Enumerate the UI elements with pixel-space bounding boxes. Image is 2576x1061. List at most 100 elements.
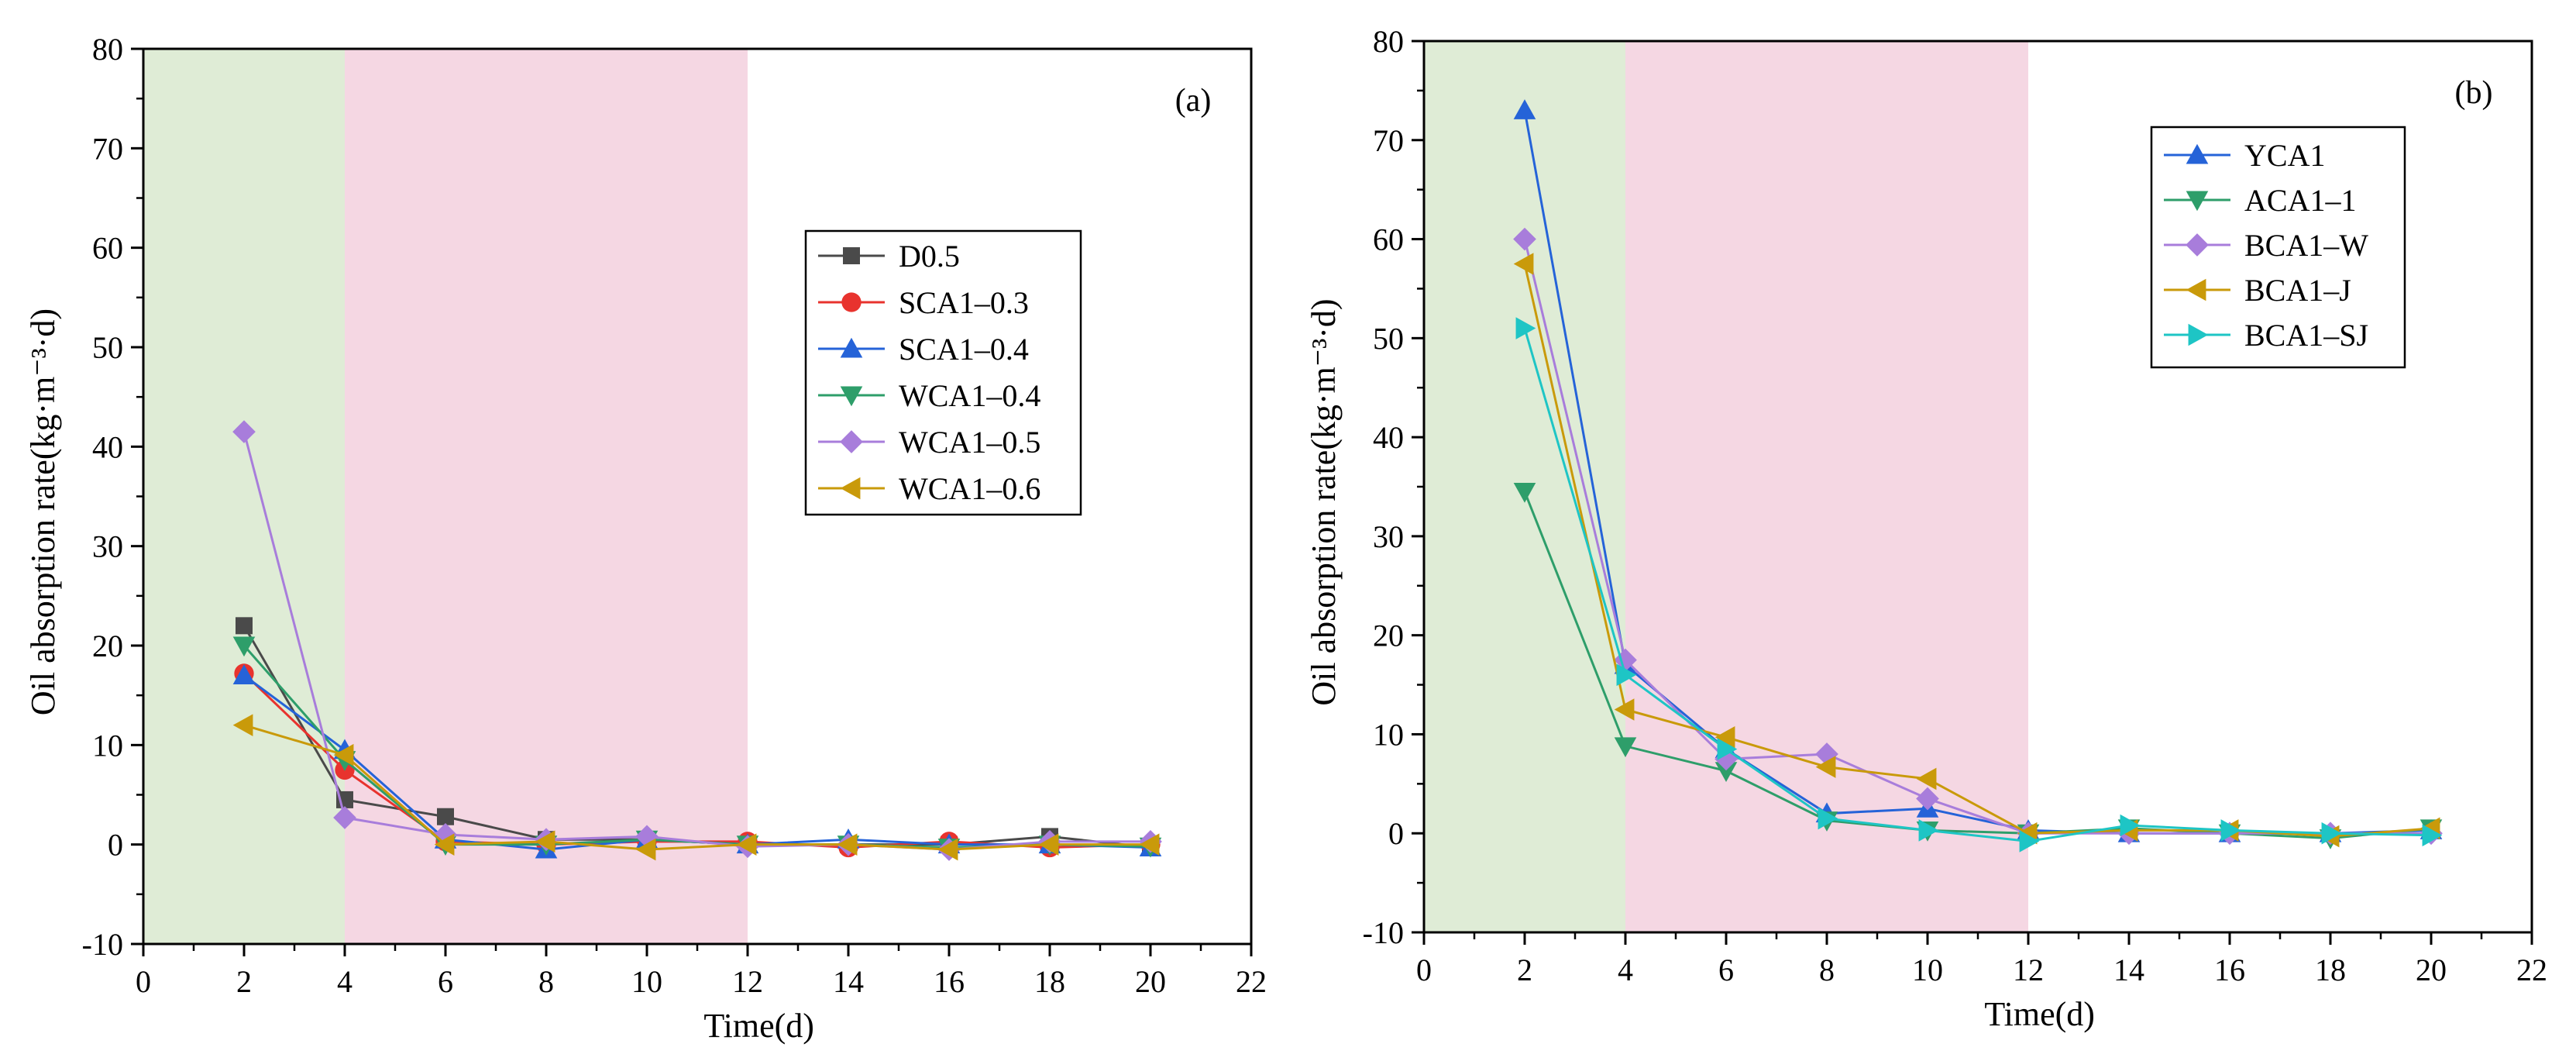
x-axis-title: Time(d) [1984,995,2095,1033]
data-point [1513,253,1534,275]
y-tick-label: 20 [1373,618,1404,653]
shaded-region-1 [143,49,345,944]
x-tick-label: 20 [2416,952,2447,987]
legend-label: WCA1–0.6 [899,471,1040,506]
y-tick-label: 50 [1373,321,1404,356]
data-point [434,833,455,856]
y-tick-label: 80 [92,32,123,67]
data-point [1916,767,1937,791]
legend: D0.5 SCA1–0.3 SCA1–0.4 WCA1–0.4 WCA1–0.5 WCA1… [804,229,1082,516]
data-point [1139,833,1160,856]
data-point [1714,747,1738,771]
legend-label: BCA1–W [2244,228,2368,263]
data-point [333,743,354,766]
shaded-region-2 [345,49,748,944]
x-tick-label: 18 [2315,952,2346,987]
x-tick-label: 4 [337,964,353,999]
y-tick-label: 30 [1373,519,1404,554]
y-tick-label: 80 [1373,24,1404,59]
y-tick-label: 40 [92,429,123,464]
legend-marker [2188,323,2209,346]
y-tick-label: 50 [92,330,123,365]
y-tick-label: 70 [1373,123,1404,158]
x-tick-label: 8 [1819,952,1835,987]
x-tick-label: 12 [2013,952,2044,987]
y-tick-label: -10 [82,927,123,962]
x-tick-label: 12 [732,964,763,999]
data-point [1916,787,1939,811]
legend-label: D0.5 [899,239,960,274]
legend-label: YCA1 [2244,138,2325,173]
data-point [635,838,656,861]
data-point [1038,833,1059,856]
data-point [1614,698,1635,721]
x-axis-title: Time(d) [703,1007,814,1045]
y-tick-label: -10 [1363,915,1404,950]
data-point [2120,814,2141,837]
x-tick-label: 4 [1618,952,1633,987]
data-point [232,664,256,684]
x-tick-label: 2 [1517,952,1532,987]
legend-label: ACA1–1 [2244,183,2356,218]
y-tick-label: 60 [1373,222,1404,257]
legend-marker [2186,191,2209,212]
data-point [232,636,256,657]
x-tick-label: 10 [1912,952,1943,987]
chart-panel-2: 0 2 4 6 8 10 12 14 16 18 20 22 -10 0 10 20 30 40 50 60 70 80 T… [1305,24,2547,1033]
y-axis: -10 0 10 20 30 40 50 60 70 80 [1363,24,1424,950]
x-tick-label: 16 [934,964,965,999]
legend-marker [2186,278,2206,301]
y-axis: -10 0 10 20 30 40 50 60 70 80 [82,32,143,962]
legend: YCA1 ACA1–1 BCA1–W BCA1–J BCA1–SJ [2150,126,2406,369]
legend-marker [840,386,863,407]
data-point [232,420,256,443]
legend-label: WCA1–0.5 [899,425,1040,460]
y-tick-label: 70 [92,131,123,166]
shaded-region-2 [1625,41,2028,932]
x-tick-label: 22 [1236,964,1267,999]
y-tick-label: 30 [92,529,123,564]
data-point [437,808,454,825]
x-tick-label: 18 [1034,964,1065,999]
data-point [2019,830,2040,853]
series-line [1523,328,2432,842]
data-point [236,617,253,635]
legend-label: SCA1–0.4 [899,332,1029,367]
data-point [1614,737,1637,758]
y-tick-label: 60 [92,231,123,266]
x-tick-label: 2 [236,964,252,999]
series-bca1-j [1513,253,2440,848]
data-point [1818,807,1838,830]
y-axis-title: Oil absorption rate(kg·m⁻³·d) [24,308,62,715]
legend-marker [2186,143,2209,164]
legend-marker [841,292,862,312]
x-tick-label: 0 [1416,952,1432,987]
data-point [1918,819,1939,842]
data-point [1513,482,1536,503]
series-line [1523,264,2432,838]
y-tick-label: 10 [92,728,123,763]
x-tick-label: 6 [438,964,453,999]
data-point [937,838,958,861]
legend-marker [843,247,860,264]
data-point [333,806,356,829]
legend-marker [2186,233,2209,257]
legend-label: SCA1–0.3 [899,285,1029,320]
data-point [1717,738,1738,760]
data-point [2321,822,2342,845]
chart-panel-1: 0 2 4 6 8 10 12 14 16 18 20 22 -10 0 10 20 30 40 50 60 70 80 T… [24,32,1267,1045]
data-point [1714,725,1735,749]
data-point [232,714,253,736]
legend-marker [840,430,863,453]
y-tick-label: 40 [1373,420,1404,455]
y-tick-label: 0 [1388,816,1404,851]
legend-box [804,229,1082,516]
x-axis: 0 2 4 6 8 10 12 14 16 18 20 22 [1416,932,2547,987]
y-axis-title: Oil absorption rate(kg·m⁻³·d) [1305,298,1343,705]
x-tick-label: 0 [136,964,151,999]
x-axis: 0 2 4 6 8 10 12 14 16 18 20 22 [136,944,1267,999]
x-tick-label: 10 [631,964,662,999]
y-tick-label: 10 [1373,717,1404,752]
data-point [1815,756,1836,778]
